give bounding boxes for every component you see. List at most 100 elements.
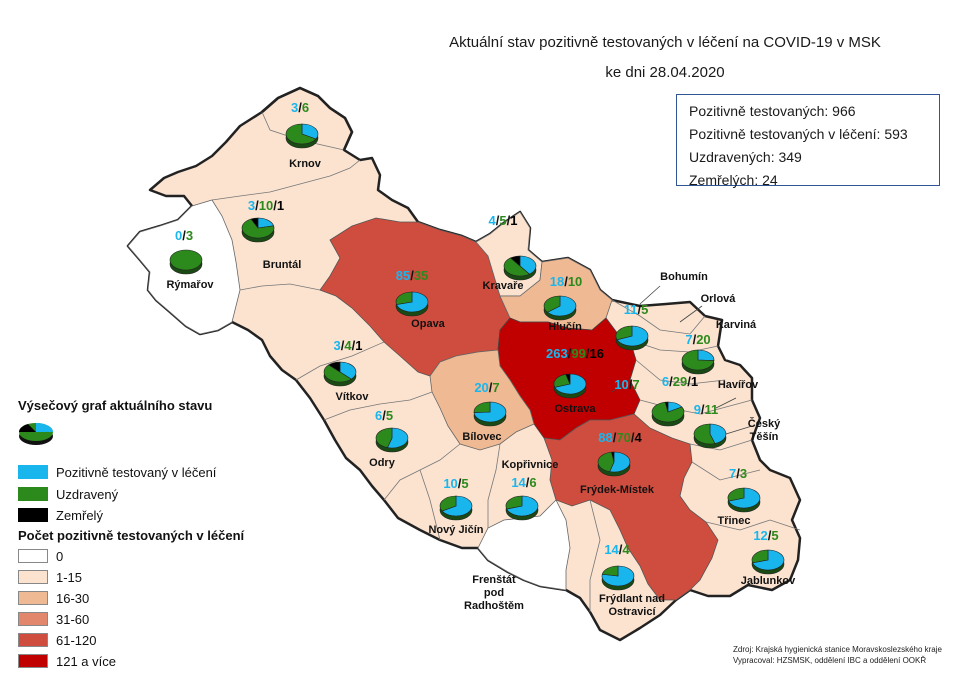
district-name: Rýmařov [166, 279, 214, 291]
stats-box: Pozitivně testovaných: 966 Pozitivně tes… [676, 94, 940, 188]
count-label: 7/20 [685, 332, 710, 347]
legend-swatch [18, 487, 48, 501]
legend-swatch [18, 465, 48, 479]
pie-frýdlant-nad-ostravicí [601, 565, 635, 591]
label-leaders [611, 285, 753, 435]
pie-nový-jičín [439, 495, 473, 521]
legend-count-31-60: 31-60 [18, 611, 89, 627]
district-names: Krnov Bruntál Rýmařov Opava Kravaře Hlučín Vít… [166, 158, 796, 618]
district-name: Orlová [701, 293, 737, 305]
pie-slice [250, 217, 259, 229]
count-label: 263/99/16 [546, 346, 604, 361]
pie-slice [554, 373, 587, 395]
legend-count-61-120: 61-120 [18, 632, 96, 648]
pie-slice [441, 495, 473, 517]
legend-count-title: Počet pozitivně testovaných v léčení [18, 528, 245, 543]
count-label: 3/10/1 [248, 198, 284, 213]
district-name: pod [484, 587, 504, 599]
pie-slice [375, 427, 393, 448]
pie-slice [506, 495, 539, 517]
district-name: Havířov [718, 379, 759, 391]
district-name: Ostrava [555, 403, 597, 415]
pie-karviná [681, 349, 715, 375]
count-label: 0/3 [175, 228, 193, 243]
district-name: Vítkov [335, 391, 369, 403]
pie-slice [473, 401, 491, 413]
district-name: Český [748, 417, 781, 430]
pie-třinec [727, 487, 761, 513]
pie-havířov [651, 401, 685, 427]
count-label: 4/5/1 [489, 213, 518, 228]
legend-item-deaths: Zemřelý [18, 507, 103, 523]
source-note: Zdroj: Krajská hygienická stanice Moravs… [733, 645, 942, 665]
district-name: Frýdek-Místek [580, 484, 655, 496]
legend-pie-title: Výsečový graf aktuálního stavu [18, 398, 213, 413]
stat-positive: Pozitivně testovaných: 966 [689, 103, 856, 119]
pie-slice [387, 427, 409, 449]
legend-count-0: 0 [18, 548, 63, 564]
pie-slice [664, 401, 669, 413]
pie-slice [328, 361, 341, 373]
district-name: Těšín [750, 431, 779, 443]
pie-slice [285, 123, 317, 145]
pie-slice [609, 451, 631, 473]
pie-bruntál [241, 217, 275, 243]
district-bilovec [429, 349, 535, 451]
district-name: Opava [411, 318, 446, 330]
count-label: 6/5 [375, 408, 393, 423]
ostrava-extra-count: 10/7 [614, 377, 639, 392]
pie-slice [601, 565, 635, 587]
count-label: 6/29/1 [662, 374, 698, 389]
pie-slice [510, 255, 521, 267]
pie-bohumín [615, 325, 649, 351]
pie-slice [439, 495, 457, 512]
pie-český-těšín [693, 423, 727, 449]
count-label: 14/4 [604, 542, 630, 557]
district-frenstat [477, 499, 571, 591]
pie-slice [323, 364, 352, 383]
count-labels: 3/6 3/10/1 0/3 85/35 4/5/1 18/10 3/4/1 263/99/1… [175, 100, 779, 557]
pie-kravaře [503, 255, 537, 281]
pie-slice [543, 295, 561, 313]
count-label: 11/5 [624, 302, 649, 317]
district-name: Kravaře [483, 280, 524, 292]
pie-slice [611, 451, 615, 463]
pie-opava [395, 291, 429, 317]
pie-slice [519, 255, 537, 275]
count-label: 18/10 [550, 274, 583, 289]
district-name: Kopřivnice [502, 459, 559, 471]
pie-slice [615, 325, 633, 341]
pie-slice [339, 361, 357, 380]
count-label: 9/11 [694, 402, 719, 417]
pie-vítkov [323, 361, 357, 387]
count-label: 20/7 [474, 380, 499, 395]
legend-pie-icon [18, 423, 53, 445]
map-title: Aktuální stav pozitivně testovaných v lé… [449, 34, 881, 51]
stat-recovered: Uzdravených: 349 [689, 149, 802, 165]
pie-slice [693, 423, 716, 445]
legend-item-treated: Pozitivně testovaný v léčení [18, 464, 216, 480]
count-label: 14/6 [511, 475, 536, 490]
pie-ostrava [553, 373, 587, 399]
pie-rýmařov [169, 249, 203, 275]
district-name: Frenštát [472, 574, 516, 586]
count-label: 10/5 [443, 476, 468, 491]
district-name: Jablunkov [741, 575, 796, 587]
district-name: Frýdlant nad [599, 593, 665, 605]
pie-charts [169, 123, 785, 591]
pie-slice [169, 249, 203, 271]
district-name: Bílovec [462, 431, 501, 443]
legend-swatch [18, 508, 48, 522]
pie-slice [616, 325, 649, 347]
pie-jablunkov [751, 549, 785, 575]
district-name: Hlučín [548, 321, 582, 333]
pie-hlučín [543, 295, 577, 321]
count-label: 7/3 [729, 466, 747, 481]
legend-count-121-plus: 121 a více [18, 653, 116, 669]
pie-slice [727, 487, 745, 502]
pie-slice [601, 565, 619, 577]
count-label: 85/35 [396, 268, 429, 283]
map-date: ke dni 28.04.2020 [605, 64, 725, 81]
district-name: Odry [369, 457, 396, 469]
